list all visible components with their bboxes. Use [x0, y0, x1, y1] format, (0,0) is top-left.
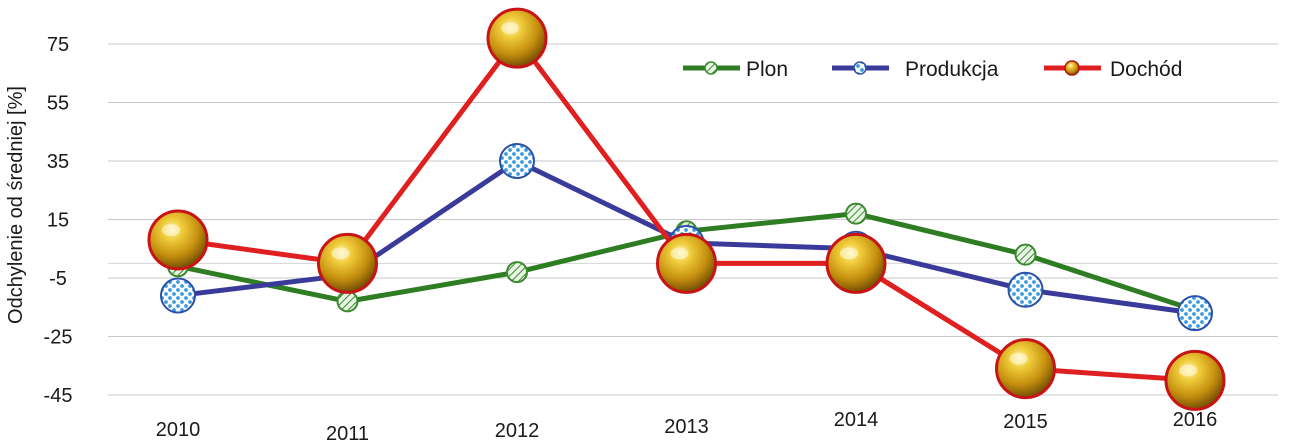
legend-marker-plon [704, 61, 718, 75]
legend-marker-dochod [1064, 60, 1080, 76]
data-point [317, 232, 378, 294]
data-point [1177, 295, 1213, 332]
y-tick-label: 35 [47, 151, 69, 173]
x-tick-label: 2010 [156, 419, 201, 441]
x-tick-label: 2015 [1003, 411, 1048, 433]
legend-item-plon: Plon [683, 58, 788, 81]
x-tick-label: 2013 [664, 416, 709, 438]
gold-ball-marker [995, 338, 1056, 400]
gold-ball-marker [486, 7, 548, 69]
x-axis-ticks: 2010 2011 2012 2013 2014 2015 2016 [156, 409, 1218, 445]
y-tick-label: 75 [47, 34, 69, 56]
data-point [1007, 271, 1044, 308]
data-point [1164, 349, 1226, 411]
data-point [506, 261, 528, 284]
data-point [995, 338, 1056, 400]
legend: Plon Produkcja Dochód [683, 58, 1182, 81]
gold-ball-highlight [670, 247, 689, 260]
gold-ball-highlight [840, 247, 858, 260]
y-tick-label: -45 [44, 385, 73, 407]
legend-item-produkcja: Produkcja [832, 58, 999, 81]
x-tick-label: 2014 [834, 409, 879, 431]
data-point [656, 232, 717, 294]
gold-ball-highlight [331, 247, 350, 260]
legend-label-plon: Plon [746, 58, 788, 81]
gold-ball-marker [317, 232, 378, 294]
series-line [177, 35, 1196, 383]
y-tick-label: 15 [47, 210, 69, 232]
y-tick-label: -25 [44, 327, 73, 349]
data-point [499, 143, 535, 179]
data-point [845, 202, 867, 225]
legend-marker-produkcja [853, 61, 867, 75]
gold-ball-highlight [501, 22, 519, 35]
legend-label-produkcja: Produkcja [905, 58, 999, 81]
x-tick-label: 2012 [495, 420, 540, 442]
y-tick-label: -5 [49, 268, 67, 290]
gold-ball-marker [1164, 349, 1226, 411]
data-point [825, 232, 887, 294]
gold-ball-highlight [162, 223, 180, 236]
y-tick-label: 55 [47, 93, 69, 115]
grid-lines [108, 43, 1278, 396]
y-axis-label: Odchylenie od średniej [%] [5, 86, 27, 324]
series-group [147, 7, 1226, 411]
x-tick-label: 2011 [326, 423, 369, 445]
x-tick-label: 2016 [1173, 409, 1218, 431]
data-point [486, 7, 548, 69]
gold-ball-highlight [1009, 352, 1028, 365]
gold-ball-marker [147, 209, 209, 271]
series-2 [147, 7, 1226, 411]
gold-ball-highlight [1179, 364, 1197, 377]
gold-ball-marker [825, 232, 887, 294]
legend-label-dochod: Dochód [1110, 58, 1182, 81]
legend-item-dochod: Dochód [1044, 58, 1182, 81]
y-axis-ticks: 75 55 35 15 -5 -25 -45 [44, 34, 73, 407]
data-point [336, 290, 359, 313]
data-point [160, 277, 196, 314]
data-point [147, 209, 209, 271]
gold-ball-marker [656, 232, 717, 294]
data-point [1014, 243, 1037, 266]
